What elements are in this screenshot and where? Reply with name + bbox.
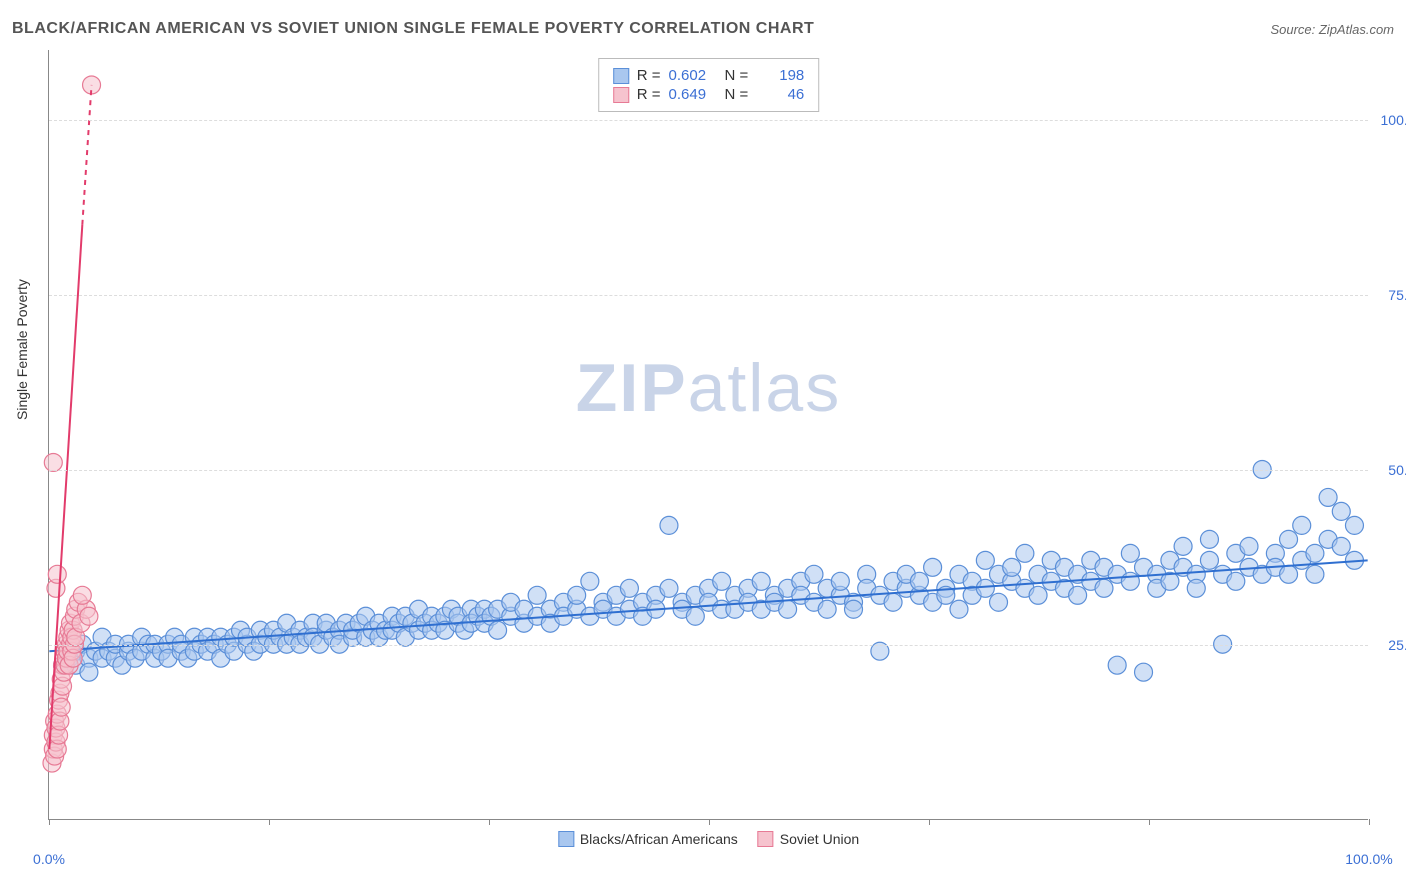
scatter-point-blue: [779, 600, 797, 618]
scatter-point-blue: [1016, 544, 1034, 562]
scatter-point-blue: [1187, 579, 1205, 597]
scatter-point-pink: [52, 698, 70, 716]
y-tick-label: 25.0%: [1388, 637, 1406, 653]
scatter-point-blue: [1121, 572, 1139, 590]
chart-source: Source: ZipAtlas.com: [1270, 22, 1394, 37]
scatter-point-blue: [489, 621, 507, 639]
scatter-point-blue: [1121, 544, 1139, 562]
scatter-point-blue: [1332, 502, 1350, 520]
x-tick: [489, 819, 490, 825]
x-tick: [1369, 819, 1370, 825]
scatter-point-blue: [805, 565, 823, 583]
scatter-point-pink: [48, 565, 66, 583]
gridline-h: [49, 645, 1368, 646]
stat-n-label: N =: [725, 86, 749, 103]
scatter-point-blue: [1174, 537, 1192, 555]
scatter-point-blue: [1003, 558, 1021, 576]
stat-r-value: 0.602: [669, 67, 717, 84]
scatter-point-blue: [1200, 551, 1218, 569]
scatter-point-blue: [1069, 586, 1087, 604]
y-tick-label: 75.0%: [1388, 287, 1406, 303]
scatter-point-blue: [924, 558, 942, 576]
scatter-point-blue: [910, 572, 928, 590]
stat-n-value: 198: [756, 67, 804, 84]
scatter-point-blue: [950, 600, 968, 618]
x-tick-label: 0.0%: [33, 851, 65, 867]
stats-legend-row: R = 0.602 N = 198: [613, 67, 805, 84]
scatter-point-blue: [831, 572, 849, 590]
scatter-point-blue: [1029, 586, 1047, 604]
scatter-point-blue: [1280, 565, 1298, 583]
scatter-point-blue: [568, 586, 586, 604]
scatter-point-blue: [1095, 579, 1113, 597]
scatter-point-pink: [80, 607, 98, 625]
scatter-point-blue: [80, 663, 98, 681]
scatter-point-blue: [752, 572, 770, 590]
scatter-point-blue: [1240, 537, 1258, 555]
y-tick-label: 100.0%: [1381, 112, 1406, 128]
stat-r-value: 0.649: [669, 86, 717, 103]
trendline-blue: [49, 560, 1367, 651]
scatter-point-blue: [660, 516, 678, 534]
scatter-point-blue: [1280, 530, 1298, 548]
x-tick-label: 100.0%: [1345, 851, 1392, 867]
scatter-point-blue: [686, 607, 704, 625]
x-tick: [1149, 819, 1150, 825]
bottom-legend: Blacks/African Americans Soviet Union: [558, 831, 859, 847]
scatter-point-blue: [1293, 516, 1311, 534]
scatter-point-blue: [990, 593, 1008, 611]
gridline-h: [49, 470, 1368, 471]
stats-legend-row: R = 0.649 N = 46: [613, 86, 805, 103]
scatter-point-blue: [1200, 530, 1218, 548]
gridline-h: [49, 120, 1368, 121]
y-tick-label: 50.0%: [1388, 462, 1406, 478]
scatter-point-pink: [44, 453, 62, 471]
scatter-point-blue: [1345, 516, 1363, 534]
scatter-point-blue: [1319, 488, 1337, 506]
stat-n-label: N =: [725, 67, 749, 84]
stat-n-value: 46: [756, 86, 804, 103]
gridline-h: [49, 295, 1368, 296]
stats-legend: R = 0.602 N = 198 R = 0.649 N = 46: [598, 58, 820, 112]
scatter-point-pink: [73, 586, 91, 604]
x-tick: [929, 819, 930, 825]
scatter-point-blue: [976, 579, 994, 597]
stat-r-label: R =: [637, 86, 661, 103]
bottom-legend-label: Blacks/African Americans: [580, 831, 738, 847]
legend-swatch-blue: [613, 68, 629, 84]
legend-swatch-blue: [558, 831, 574, 847]
scatter-point-blue: [1332, 537, 1350, 555]
scatter-svg: [49, 50, 1368, 819]
x-tick: [269, 819, 270, 825]
scatter-point-blue: [845, 600, 863, 618]
plot-area: ZIPatlas R =0.602N =198R =0.649N =46 Bla…: [48, 50, 1368, 820]
scatter-point-blue: [1306, 565, 1324, 583]
legend-swatch-pink: [758, 831, 774, 847]
scatter-point-blue: [713, 572, 731, 590]
scatter-point-blue: [1108, 656, 1126, 674]
scatter-point-blue: [660, 579, 678, 597]
x-tick: [709, 819, 710, 825]
scatter-point-blue: [528, 586, 546, 604]
scatter-point-blue: [976, 551, 994, 569]
bottom-legend-label: Soviet Union: [780, 831, 859, 847]
scatter-point-blue: [1227, 572, 1245, 590]
y-axis-label: Single Female Poverty: [14, 279, 30, 420]
bottom-legend-item: Soviet Union: [758, 831, 859, 847]
bottom-legend-item: Blacks/African Americans: [558, 831, 738, 847]
scatter-point-blue: [884, 593, 902, 611]
scatter-point-blue: [620, 579, 638, 597]
scatter-point-blue: [1135, 663, 1153, 681]
scatter-point-blue: [581, 572, 599, 590]
trendline-dashed-pink: [82, 85, 91, 225]
scatter-point-blue: [818, 600, 836, 618]
chart-title: BLACK/AFRICAN AMERICAN VS SOVIET UNION S…: [12, 20, 814, 38]
chart-header: BLACK/AFRICAN AMERICAN VS SOVIET UNION S…: [12, 20, 1394, 38]
x-tick: [49, 819, 50, 825]
scatter-point-blue: [1306, 544, 1324, 562]
stat-r-label: R =: [637, 67, 661, 84]
legend-swatch-pink: [613, 87, 629, 103]
